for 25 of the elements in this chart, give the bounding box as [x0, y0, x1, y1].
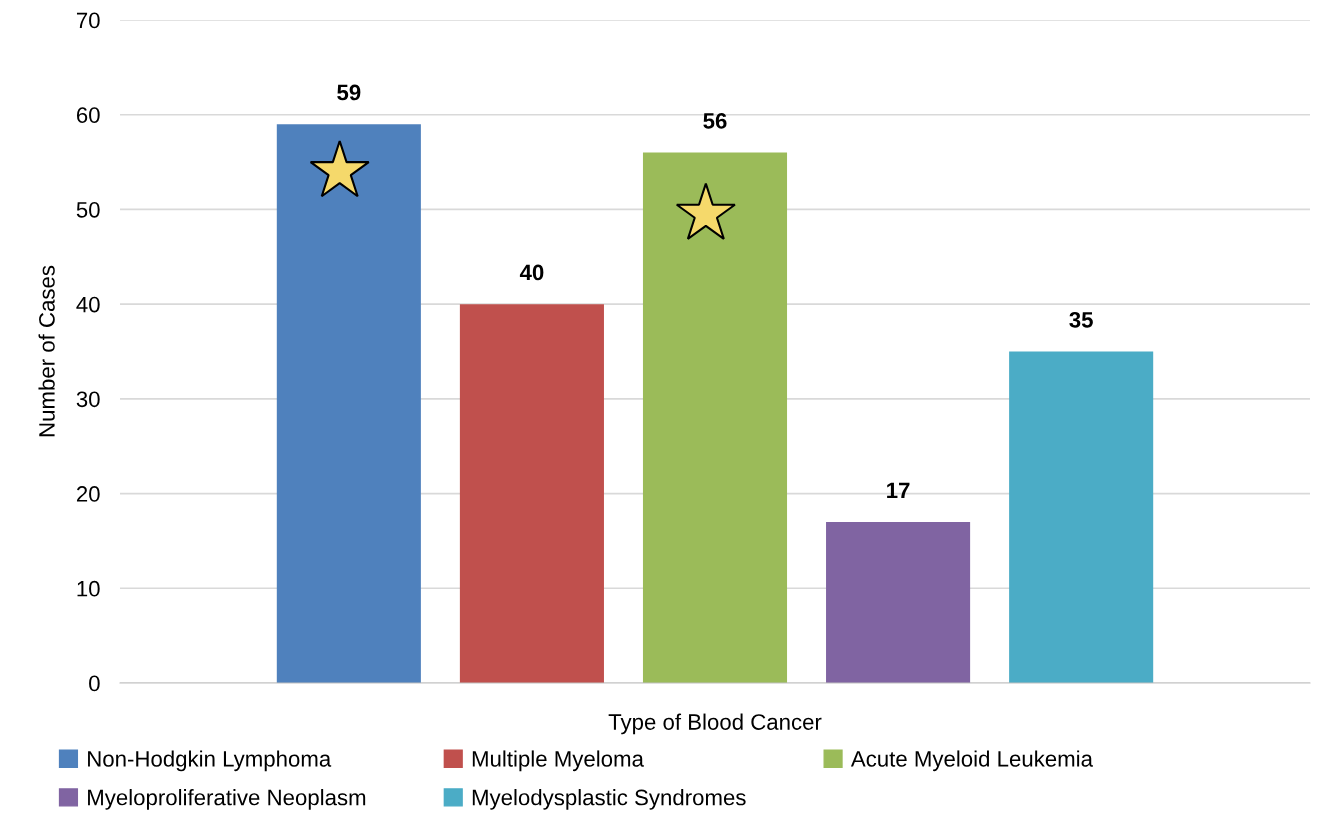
y-tick-label: 60 — [76, 107, 100, 123]
bar — [1009, 351, 1154, 683]
legend-label: Myeloproliferative Neoplasm — [88, 789, 366, 810]
y-tick-label: 30 — [76, 391, 100, 408]
y-tick-label: 40 — [76, 296, 100, 313]
data-label: 35 — [1069, 311, 1093, 328]
data-label: 59 — [337, 84, 361, 101]
y-tick-label: 50 — [76, 201, 100, 218]
bar — [459, 304, 604, 683]
x-axis-title: Type of Blood Cancer — [608, 713, 822, 735]
bar — [826, 521, 971, 683]
y-tick-label: 0 — [89, 675, 100, 692]
y-tick-label: 10 — [77, 580, 100, 597]
bar — [276, 124, 421, 683]
legend-label: Multiple Myeloma — [472, 750, 644, 772]
legend-label: Myelodysplastic Syndromes — [472, 789, 746, 810]
bar — [642, 152, 788, 683]
legend-label: Acute Myeloid Leukemia — [850, 750, 1093, 772]
data-label: 56 — [703, 113, 727, 129]
y-axis-title: Number of Cases — [38, 265, 55, 437]
data-label: 40 — [519, 264, 544, 281]
data-label: 17 — [887, 482, 910, 498]
y-tick-label: 20 — [76, 486, 100, 502]
y-tick-label: 70 — [76, 12, 100, 29]
legend-label: Non-Hodgkin Lymphoma — [88, 750, 332, 772]
